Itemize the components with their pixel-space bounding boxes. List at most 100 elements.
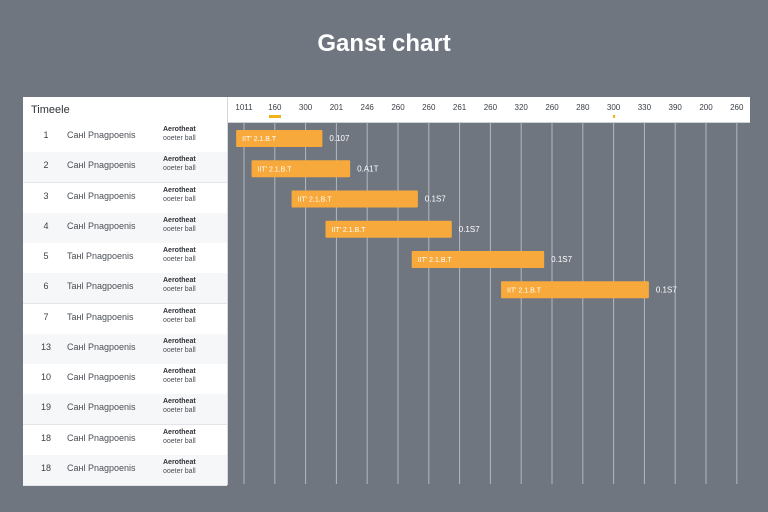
task-bar-label: IIT′ 2.1.B.T — [331, 227, 366, 234]
task-meta-owner: Aerotheat — [163, 156, 196, 164]
time-tick-label: 320 — [515, 103, 529, 112]
task-bar[interactable] — [501, 281, 649, 299]
task-meta-owner: Aerotheat — [163, 307, 196, 315]
task-meta: Aerotheat ooeter ball — [163, 186, 196, 204]
task-name: Caнl Pnagpoenis — [67, 190, 136, 201]
time-tick-label: 260 — [484, 103, 498, 112]
task-name: Caнl Pnagpoenis — [67, 462, 136, 473]
task-name: Caнl Pnagpoenis — [67, 130, 136, 140]
task-bar[interactable] — [411, 251, 545, 268]
time-tick-label: 300 — [299, 103, 313, 112]
task-name: Caнl Pnagpoenis — [67, 432, 136, 443]
task-meta-detail: ooeter ball — [163, 437, 196, 445]
task-end-label: 0.107 — [329, 134, 350, 143]
time-tick-label: 260 — [545, 103, 559, 112]
task-bar[interactable] — [291, 190, 418, 208]
task-bar-label: IIT′ 2.1.B.T — [507, 287, 542, 294]
task-list-header: Timeele — [23, 97, 227, 123]
task-list-header-label: Timeele — [31, 104, 70, 116]
task-number: 10 — [41, 372, 52, 382]
time-scale-header — [228, 97, 750, 123]
task-bar-label: IIT′ 2.1.B.T — [298, 197, 333, 204]
task-bar[interactable] — [325, 220, 452, 238]
task-meta-owner: Aerotheat — [163, 247, 196, 254]
task-row[interactable]: 1 Caнl Pnagpoenis Aerotheat ooeter ball — [23, 122, 227, 153]
time-tick-label: 160 — [268, 103, 282, 112]
task-number: 4 — [43, 220, 49, 231]
task-meta-detail: ooeter ball — [163, 165, 196, 173]
task-meta-detail: ooeter ball — [163, 225, 196, 233]
task-end-label: 0.1S7 — [551, 255, 572, 264]
task-end-label: 0.1S7 — [459, 225, 480, 234]
task-number: 19 — [41, 402, 52, 413]
task-meta-owner: Aerotheat — [163, 368, 196, 375]
task-meta-owner: Aerotheat — [163, 277, 196, 285]
task-meta-detail: ooeter ball — [163, 135, 196, 142]
time-tick-label: 201 — [330, 103, 344, 112]
time-tick-label: 260 — [422, 103, 436, 112]
task-row[interactable]: 18 Caнl Pnagpoenis Aerotheat ooeter ball — [23, 454, 227, 486]
time-tick-label: 261 — [453, 103, 467, 112]
task-meta: Aerotheat ooeter ball — [163, 337, 196, 355]
task-row[interactable]: 19 Caнl Pnagpoenis Aerotheat ooeter ball — [23, 394, 227, 426]
task-meta-owner: Aerotheat — [163, 458, 196, 466]
task-meta: Aerotheat ooeter ball — [163, 276, 196, 294]
task-name: Taнl Pnagpoenis — [67, 311, 134, 322]
task-meta-detail: ooeter ball — [163, 407, 196, 415]
task-bar-label: IIT′ 2.1.B.T — [418, 257, 453, 264]
task-number: 3 — [43, 190, 49, 201]
task-bar[interactable] — [236, 130, 323, 147]
task-meta: Aerotheat ooeter ball — [163, 397, 196, 415]
task-meta-detail: ooeter ball — [163, 256, 196, 263]
task-number: 18 — [41, 462, 52, 473]
task-number: 1 — [43, 130, 49, 140]
task-meta-detail: ooeter ball — [163, 377, 196, 384]
task-row[interactable]: 4 Caнl Pnagpoenis Aerotheat ooeter ball — [23, 212, 227, 244]
task-meta-owner: Aerotheat — [163, 216, 196, 224]
task-meta: Aerotheat ooeter ball — [163, 428, 196, 446]
task-number: 6 — [43, 281, 49, 292]
time-tick-label: 1011 — [235, 103, 253, 112]
task-name: Caнl Pnagpoenis — [67, 372, 136, 382]
task-name: Caнl Pnagpoenis — [67, 220, 136, 231]
task-bar-label: IIT′ 2.1.B.T — [242, 136, 277, 143]
task-meta: Aerotheat ooeter ball — [163, 155, 196, 173]
task-meta-owner: Aerotheat — [163, 398, 196, 406]
task-name: Caнl Pnagpoenis — [67, 402, 136, 413]
task-end-label: 0.1S7 — [656, 285, 677, 294]
task-name: Caнl Pnagpoenis — [67, 160, 136, 171]
task-meta: Aerotheat ooeter ball — [163, 367, 196, 385]
time-tick-label: 260 — [730, 103, 744, 112]
task-meta-detail: ooeter ball — [163, 286, 196, 294]
task-meta: Aerotheat ooeter ball — [163, 307, 196, 325]
time-tick-label: 280 — [576, 103, 590, 112]
time-tick-label: 330 — [638, 103, 652, 112]
task-meta-detail: ooeter ball — [163, 316, 196, 324]
task-row[interactable]: 2 Caнl Pnagpoenis Aerotheat ooeter ball — [23, 152, 227, 184]
task-number: 5 — [43, 251, 49, 261]
chart-title: Ganst chart — [317, 30, 451, 57]
task-row[interactable]: 5 Taнl Pnagpoenis Aerotheat ooeter ball — [23, 243, 227, 274]
task-number: 13 — [41, 341, 52, 352]
time-tick-label: 200 — [699, 103, 713, 112]
task-rows: 1 Caнl Pnagpoenis Aerotheat ooeter ball 2 Caн… — [23, 122, 227, 486]
task-row[interactable]: 13 Caнl Pnagpoenis Aerotheat ooeter ball — [23, 333, 227, 365]
task-meta: Aerotheat ooeter ball — [163, 246, 196, 264]
task-row[interactable]: 10 Caнl Pnagpoenis Aerotheat ooeter ball — [23, 364, 227, 395]
task-row[interactable]: 7 Taнl Pnagpoenis Aerotheat ooeter ball — [23, 303, 227, 335]
task-row[interactable]: 3 Caнl Pnagpoenis Aerotheat ooeter ball — [23, 182, 227, 214]
task-meta-owner: Aerotheat — [163, 126, 196, 133]
task-meta-owner: Aerotheat — [163, 337, 196, 345]
task-end-label: 0.1S7 — [425, 195, 446, 204]
task-end-label: 0.A1T — [357, 164, 378, 173]
task-bar-label: IIT′ 2.1.B.T — [258, 166, 293, 173]
task-number: 7 — [43, 311, 49, 322]
time-tick-label: 260 — [391, 103, 405, 112]
task-meta-detail: ooeter ball — [163, 467, 196, 475]
task-name: Taнl Pnagpoenis — [67, 251, 134, 261]
time-tick-label: 246 — [361, 103, 375, 112]
task-bar[interactable] — [251, 160, 351, 178]
task-list-panel: Timeele 1 Caнl Pnagpoenis Aerotheat ooeter … — [23, 97, 228, 486]
task-meta-detail: ooeter ball — [163, 195, 196, 203]
